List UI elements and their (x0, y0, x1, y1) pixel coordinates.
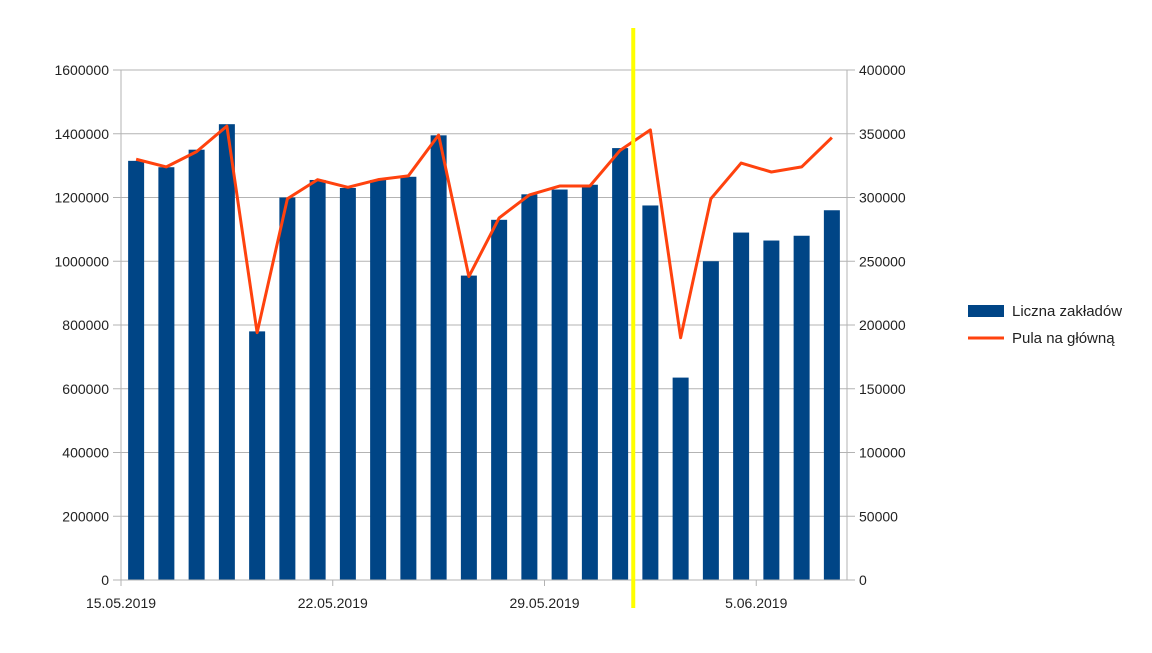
bar (400, 176, 417, 580)
bar-series (128, 124, 840, 580)
bar (672, 377, 689, 580)
bar (370, 179, 387, 580)
right-tick-label: 200000 (859, 317, 906, 333)
right-axis-ticks: 0 50000 100000 150000 200000 250000 300000 3500… (847, 62, 906, 588)
bar (309, 179, 326, 580)
right-tick-label: 250000 (859, 253, 906, 269)
x-tick-label: 5.06.2019 (725, 595, 787, 611)
line-series (135, 124, 833, 340)
bar (279, 197, 296, 580)
bar (763, 240, 780, 580)
legend-swatch-bar (968, 305, 1004, 317)
right-tick-label: 50000 (859, 508, 898, 524)
left-tick-label: 600000 (62, 381, 109, 397)
bar (339, 187, 356, 580)
bar (823, 210, 840, 580)
bar (581, 184, 598, 580)
bar (551, 189, 568, 580)
x-tick-label: 22.05.2019 (298, 595, 368, 611)
left-tick-label: 0 (101, 572, 109, 588)
bar (521, 194, 538, 580)
left-tick-label: 1000000 (54, 253, 109, 269)
left-tick-label: 800000 (62, 317, 109, 333)
left-axis-ticks: 0 200000 400000 600000 800000 1000000 1200000 1… (54, 62, 121, 588)
right-tick-label: 350000 (859, 126, 906, 142)
bar (430, 135, 447, 580)
legend: Liczna zakładów Pula na główną (968, 303, 1122, 347)
left-tick-label: 200000 (62, 508, 109, 524)
bar (702, 261, 719, 580)
line-series-path (135, 124, 833, 340)
right-tick-label: 400000 (859, 62, 906, 78)
bar (612, 148, 629, 580)
bar (249, 331, 266, 580)
right-tick-label: 150000 (859, 381, 906, 397)
bar (158, 167, 175, 580)
grid-lines (121, 69, 847, 581)
bar (460, 275, 477, 580)
left-tick-label: 1400000 (54, 126, 109, 142)
bar (491, 219, 508, 580)
left-tick-label: 1600000 (54, 62, 109, 78)
legend-label-bar: Liczna zakładów (1012, 303, 1122, 320)
x-axis-ticks: 15.05.2019 22.05.2019 29.05.2019 5.06.2019 (86, 580, 788, 611)
legend-label-line: Pula na główną (1012, 330, 1115, 347)
x-tick-label: 15.05.2019 (86, 595, 156, 611)
x-tick-label: 29.05.2019 (509, 595, 579, 611)
bar (733, 232, 750, 580)
bar (793, 235, 810, 580)
left-tick-label: 1200000 (54, 190, 109, 206)
bar (128, 160, 145, 580)
right-tick-label: 100000 (859, 445, 906, 461)
bar (188, 149, 205, 580)
bar (642, 205, 659, 580)
right-tick-label: 0 (859, 572, 867, 588)
left-tick-label: 400000 (62, 445, 109, 461)
right-tick-label: 300000 (859, 190, 906, 206)
bar (218, 124, 235, 580)
